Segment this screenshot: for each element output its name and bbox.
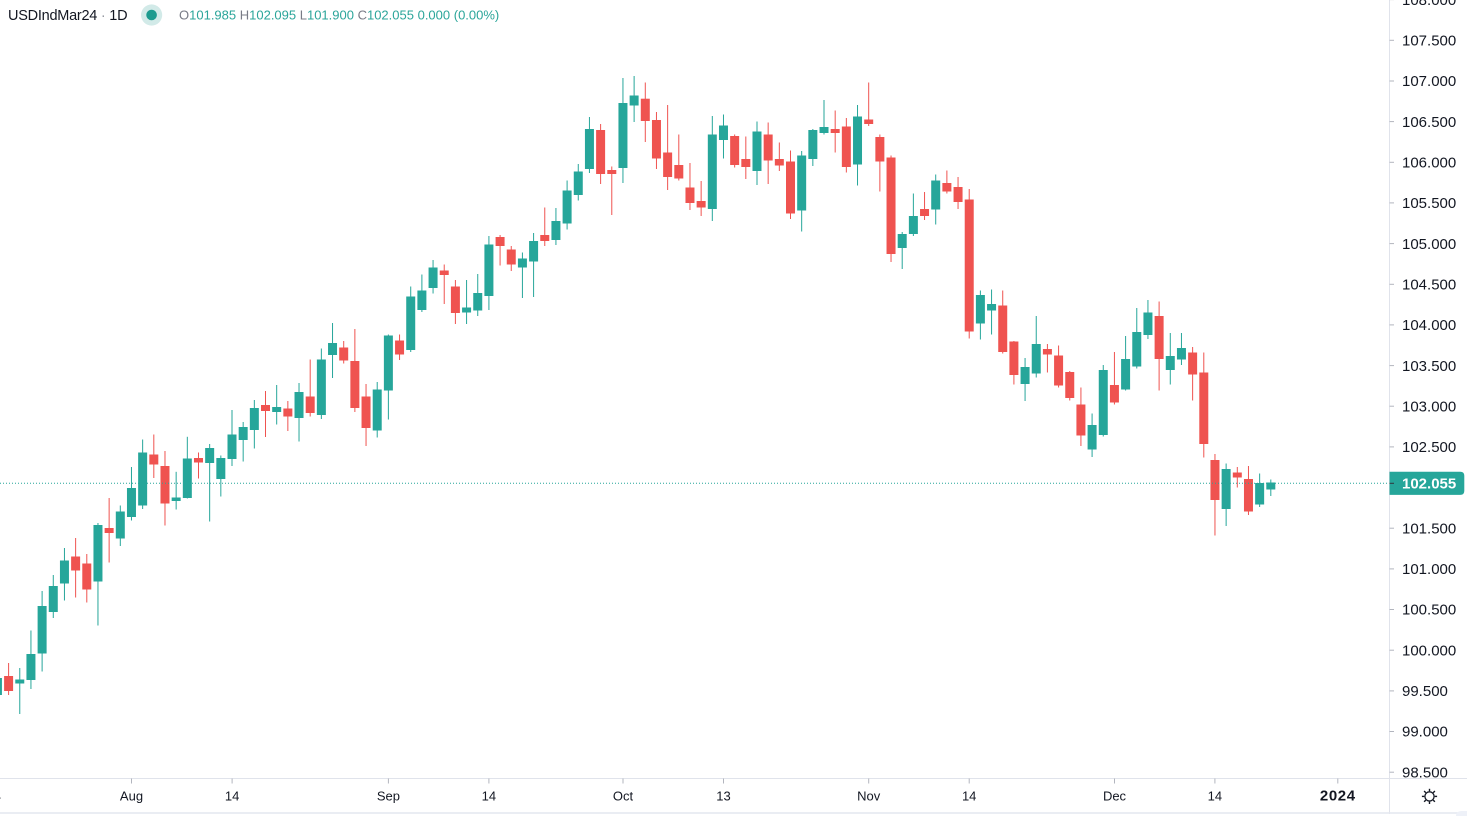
svg-text:101.500: 101.500 [1402, 520, 1456, 537]
svg-text:14: 14 [962, 788, 976, 803]
svg-text:103.500: 103.500 [1402, 358, 1456, 375]
svg-text:103.000: 103.000 [1402, 398, 1456, 415]
svg-text:99.000: 99.000 [1402, 724, 1448, 741]
svg-text:107.000: 107.000 [1402, 73, 1456, 90]
svg-text:102.055: 102.055 [1402, 476, 1456, 493]
svg-text:USDIndMar24 · 1D: USDIndMar24 · 1D [8, 8, 127, 24]
svg-text:104.000: 104.000 [1402, 317, 1456, 334]
svg-text:106.000: 106.000 [1402, 155, 1456, 172]
svg-text:99.500: 99.500 [1402, 683, 1448, 700]
svg-text:13: 13 [716, 788, 730, 803]
svg-text:108.000: 108.000 [1402, 0, 1456, 9]
svg-text:Aug: Aug [120, 788, 143, 803]
svg-text:107.500: 107.500 [1402, 33, 1456, 50]
svg-text:O101.985 H102.095 L101.900: O101.985 H102.095 L101.900 C102.055 0.00… [179, 8, 499, 23]
svg-text:101.000: 101.000 [1402, 561, 1456, 578]
svg-text:Nov: Nov [857, 788, 881, 803]
svg-text:Dec: Dec [1103, 788, 1127, 803]
svg-text:Sep: Sep [377, 788, 400, 803]
svg-text:105.500: 105.500 [1402, 195, 1456, 212]
svg-text:14: 14 [225, 788, 239, 803]
svg-text:4: 4 [0, 788, 1, 803]
svg-text:102.500: 102.500 [1402, 439, 1456, 456]
svg-text:106.500: 106.500 [1402, 114, 1456, 131]
svg-text:14: 14 [1208, 788, 1222, 803]
svg-text:14: 14 [482, 788, 496, 803]
svg-text:104.500: 104.500 [1402, 277, 1456, 294]
svg-text:Oct: Oct [613, 788, 634, 803]
svg-text:2024: 2024 [1320, 787, 1356, 804]
svg-text:100.500: 100.500 [1402, 602, 1456, 619]
svg-text:98.500: 98.500 [1402, 764, 1448, 781]
svg-text:100.000: 100.000 [1402, 642, 1456, 659]
svg-text:105.000: 105.000 [1402, 236, 1456, 253]
